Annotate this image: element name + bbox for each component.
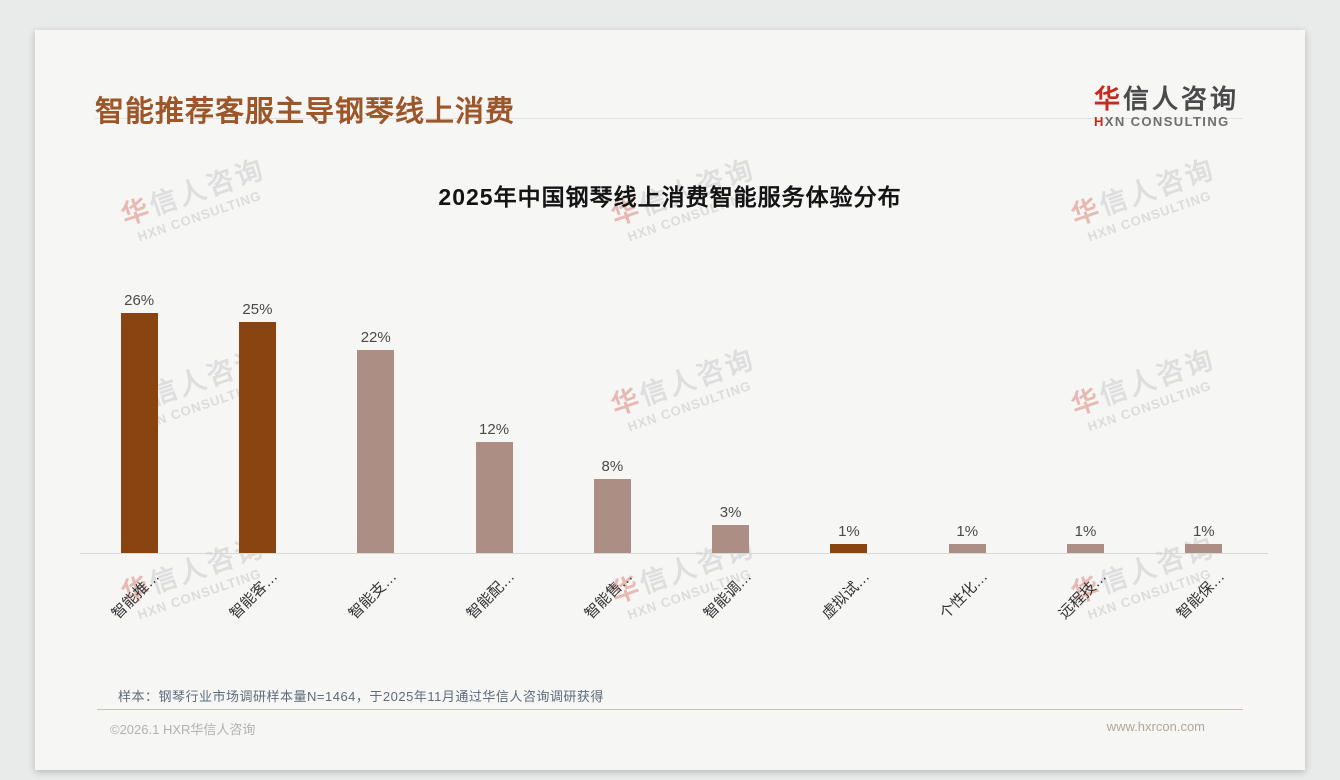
x-axis-line xyxy=(80,553,1268,554)
bar xyxy=(238,322,276,553)
x-axis-label-slot: 智能配… xyxy=(435,554,553,654)
bar-chart: 2025年中国钢琴线上消费智能服务体验分布 26% 25% 22% 12% 8% 3% 1%… xyxy=(35,30,1305,770)
x-axis-label: 智能售… xyxy=(582,568,637,623)
bar-column: 8% xyxy=(553,280,671,553)
bar-column: 25% xyxy=(198,280,316,553)
bar-column: 1% xyxy=(1026,280,1144,553)
brand-logo-chinese-accent: 华 xyxy=(1093,84,1123,114)
bar-value-label: 12% xyxy=(479,421,510,438)
x-axis-label-slot: 智能调… xyxy=(671,554,789,654)
x-axis-label-slot: 智能售… xyxy=(553,554,671,654)
bar-value-label: 25% xyxy=(242,301,273,318)
brand-logo-chinese: 华信人咨询 xyxy=(1094,85,1239,114)
x-axis-labels: 智能推… 智能客… 智能支… 智能配… 智能售… 智能调… 虚拟试… 个性化… 远程技… 智能保… xyxy=(80,554,1263,654)
x-axis-label-slot: 虚拟试… xyxy=(790,554,908,654)
x-axis-label: 智能支… xyxy=(345,568,400,623)
bar-value-label: 1% xyxy=(956,523,979,540)
page-title: 智能推荐客服主导钢琴线上消费 xyxy=(95,96,516,128)
bar xyxy=(712,525,750,553)
bar-value-label: 26% xyxy=(124,292,155,309)
x-axis-label: 智能配… xyxy=(463,568,519,623)
x-axis-label-slot: 智能支… xyxy=(317,554,435,654)
x-axis-label-slot: 个性化… xyxy=(908,554,1026,654)
chart-title: 2025年中国钢琴线上消费智能服务体验分布 xyxy=(438,184,902,210)
bar xyxy=(1067,544,1105,553)
bar-column: 3% xyxy=(671,280,789,553)
bar-column: 22% xyxy=(317,280,435,553)
x-axis-label-slot: 远程技… xyxy=(1026,554,1144,654)
x-axis-label: 远程技… xyxy=(1055,568,1110,623)
bar xyxy=(475,442,513,553)
x-axis-label-slot: 智能保… xyxy=(1145,554,1263,654)
brand-logo: 华信人咨询 HXN CONSULTING xyxy=(1094,85,1239,129)
bar-column: 26% xyxy=(80,280,198,553)
x-axis-label: 智能保… xyxy=(1173,568,1228,623)
x-axis-label: 个性化… xyxy=(936,568,992,623)
bars-area: 26% 25% 22% 12% 8% 3% 1% 1% 1% 1% xyxy=(80,280,1263,553)
x-axis-label: 虚拟试… xyxy=(818,568,874,623)
bar-column: 12% xyxy=(435,280,553,553)
bar-value-label: 22% xyxy=(360,329,391,346)
sample-footnote: 样本：钢琴行业市场调研样本量N=1464，于2025年11月通过华信人咨询调研获… xyxy=(118,689,604,704)
bar-value-label: 3% xyxy=(719,504,742,521)
bar-value-label: 1% xyxy=(838,523,860,540)
bar-column: 1% xyxy=(1145,280,1263,553)
x-axis-label: 智能客… xyxy=(227,568,282,623)
header-divider xyxy=(95,118,1243,119)
bar-column: 1% xyxy=(908,280,1026,553)
bar xyxy=(830,544,868,553)
website-url: www.hxrcon.com xyxy=(1106,719,1205,734)
footer-divider xyxy=(97,709,1243,710)
bar xyxy=(593,479,631,553)
bar-value-label: 1% xyxy=(1074,523,1097,540)
copyright-text: ©2026.1 HXR华信人咨询 xyxy=(110,722,256,737)
bar-value-label: 8% xyxy=(601,458,624,475)
x-axis-label-slot: 智能推… xyxy=(80,554,198,654)
bar-column: 1% xyxy=(790,280,908,553)
bar xyxy=(120,313,158,553)
brand-logo-english-accent: H xyxy=(1093,113,1105,129)
bar-value-label: 1% xyxy=(1192,523,1215,540)
bar xyxy=(1185,544,1223,553)
x-axis-label: 智能推… xyxy=(108,568,164,623)
x-axis-label-slot: 智能客… xyxy=(198,554,316,654)
brand-logo-chinese-rest: 信人咨询 xyxy=(1122,84,1239,114)
slide-card: 华信人咨询 HXN CONSULTING 华信人咨询 HXN CONSULTING 华信… xyxy=(35,30,1305,770)
bar xyxy=(357,350,395,553)
bar xyxy=(948,544,986,553)
brand-logo-english: HXN CONSULTING xyxy=(1094,114,1239,130)
x-axis-label: 智能调… xyxy=(700,568,755,623)
brand-logo-english-rest: XN CONSULTING xyxy=(1104,113,1230,129)
